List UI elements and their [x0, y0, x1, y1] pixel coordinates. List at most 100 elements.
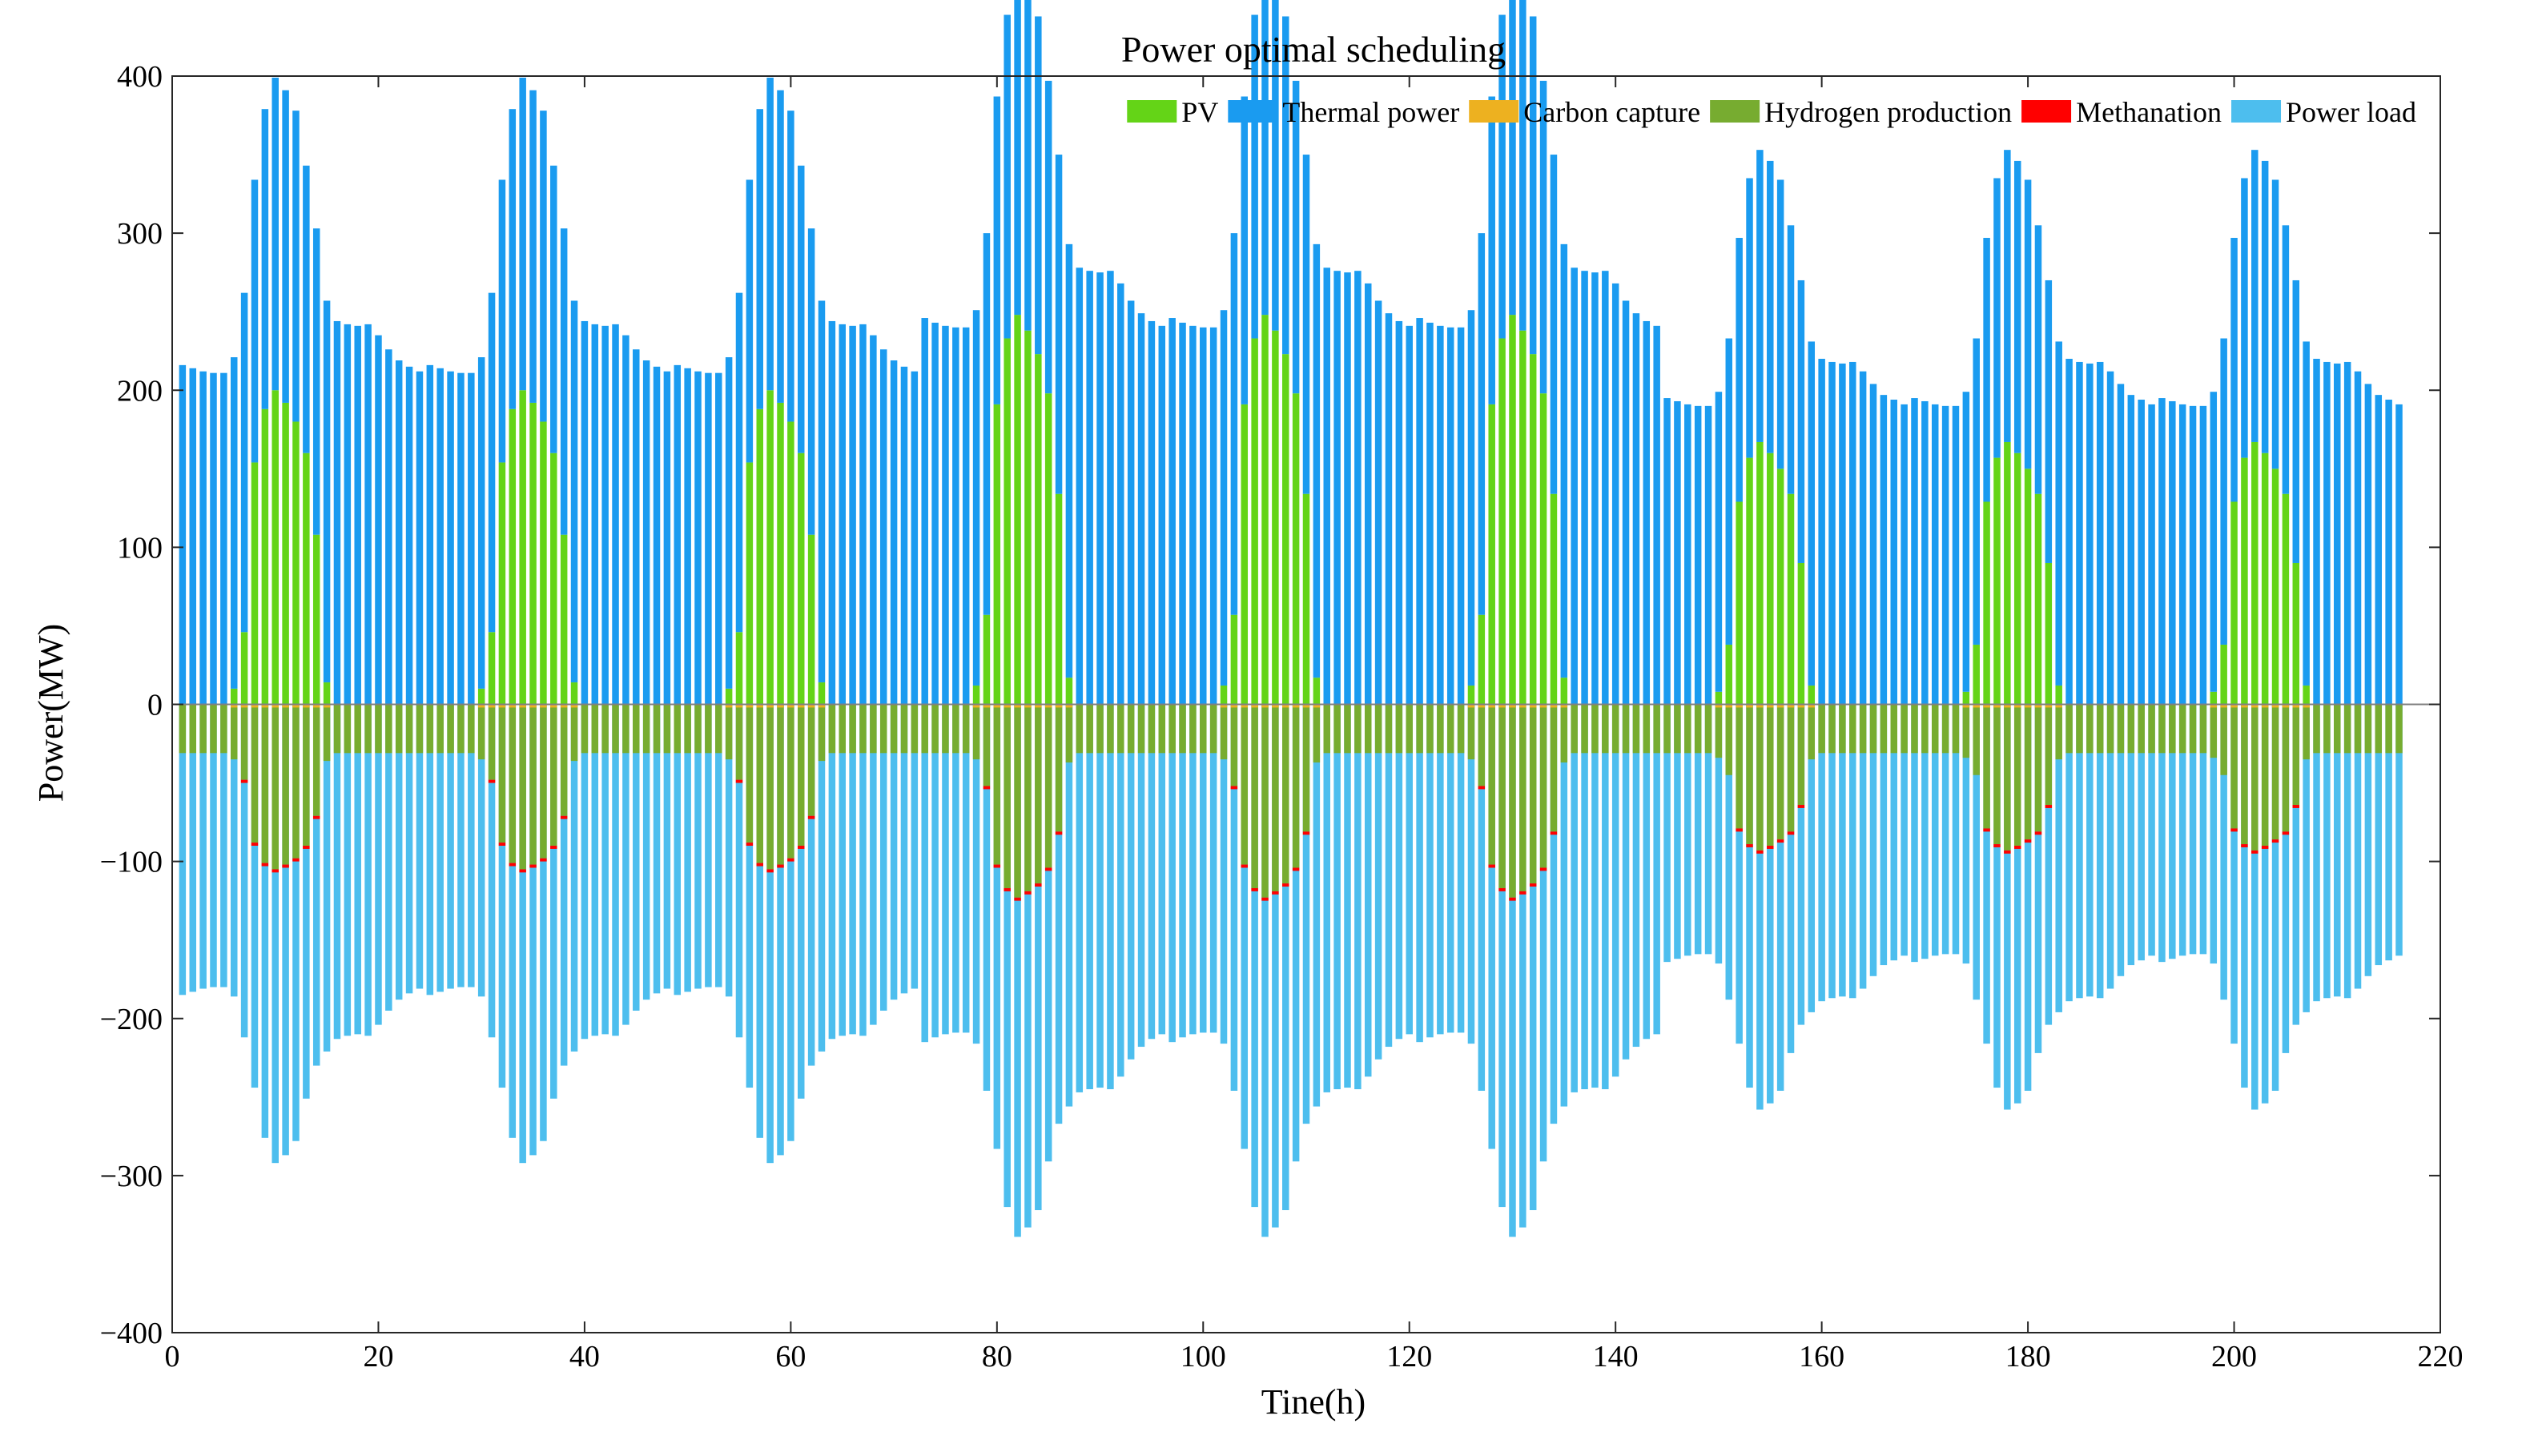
carbon-capture-bar	[2282, 704, 2290, 708]
methanation-bar	[1529, 883, 1537, 887]
methanation-bar	[488, 779, 496, 783]
hydrogen-production-bar	[1725, 704, 1733, 775]
power-load-bar	[2169, 704, 2176, 959]
hydrogen-production-bar	[2086, 704, 2094, 754]
thermal-power-bar	[1251, 14, 1258, 339]
thermal-power-bar	[581, 320, 589, 705]
hydrogen-production-bar	[2055, 704, 2062, 760]
methanation-bar	[1736, 828, 1743, 832]
carbon-capture-bar	[272, 704, 279, 708]
thermal-power-bar	[1622, 300, 1630, 705]
hydrogen-production-bar	[1065, 704, 1073, 763]
y-tick-label: 400	[117, 60, 163, 94]
power-load-bar	[1220, 704, 1228, 1044]
methanation-bar	[1539, 867, 1547, 871]
power-load-bar	[540, 704, 547, 1141]
carbon-capture-bar	[818, 704, 826, 708]
hydrogen-production-bar	[870, 704, 877, 754]
x-tick-label: 40	[569, 1340, 600, 1374]
hydrogen-production-bar	[405, 704, 413, 754]
hydrogen-production-bar	[282, 704, 289, 865]
thermal-power-bar	[550, 165, 557, 453]
power-load-bar	[2271, 704, 2279, 1091]
hydrogen-production-bar	[2045, 704, 2053, 806]
pv-bar	[519, 390, 526, 705]
pv-bar	[282, 402, 289, 705]
pv-bar	[1787, 493, 1795, 705]
hydrogen-production-bar	[1519, 704, 1526, 891]
thermal-power-bar	[1869, 384, 1877, 705]
hydrogen-production-bar	[900, 704, 908, 754]
thermal-power-bar	[1014, 0, 1021, 316]
pv-bar	[1529, 354, 1537, 705]
hydrogen-production-bar	[468, 704, 475, 754]
power-load-bar	[1374, 704, 1382, 1060]
hydrogen-production-bar	[694, 704, 702, 754]
hydrogen-production-bar	[2004, 704, 2011, 851]
hydrogen-production-bar	[261, 704, 269, 863]
carbon-capture-bar	[1004, 704, 1011, 708]
y-tick-label: 0	[147, 689, 163, 722]
power-load-bar	[601, 704, 609, 1035]
power-load-bar	[1035, 704, 1042, 1211]
thermal-power-bar	[2261, 160, 2269, 453]
hydrogen-production-bar	[1406, 704, 1413, 754]
power-load-bar	[1931, 704, 1939, 956]
pv-bar	[797, 452, 805, 705]
thermal-power-bar	[921, 318, 928, 705]
hydrogen-production-bar	[344, 704, 352, 754]
hydrogen-production-bar	[1581, 704, 1588, 754]
power-load-bar	[911, 704, 919, 989]
hydrogen-production-bar	[601, 704, 609, 754]
hydrogen-production-bar	[220, 704, 227, 754]
methanation-bar	[2024, 839, 2032, 843]
hydrogen-production-bar	[498, 704, 506, 843]
pv-bar	[1230, 614, 1238, 705]
power-load-bar	[1323, 704, 1330, 1092]
hydrogen-production-bar	[2364, 704, 2372, 754]
hydrogen-production-bar	[2271, 704, 2279, 840]
legend-label-carbon-capture: Carbon capture	[1523, 96, 1700, 128]
power-load-bar	[2158, 704, 2166, 963]
thermal-power-bar	[674, 364, 682, 705]
thermal-power-bar	[1076, 267, 1084, 705]
methanation-bar	[1230, 786, 1238, 790]
pv-bar	[261, 408, 269, 705]
power-load-bar	[323, 704, 331, 1052]
thermal-power-bar	[694, 371, 702, 705]
methanation-bar	[312, 815, 320, 819]
power-load-bar	[2323, 704, 2331, 999]
carbon-capture-bar	[807, 704, 815, 708]
power-load-bar	[1880, 704, 1888, 966]
thermal-power-bar	[2385, 400, 2392, 705]
power-load-bar	[766, 704, 774, 1164]
chart-title: Power optimal scheduling	[1121, 29, 1506, 70]
thermal-power-bar	[1488, 96, 1495, 404]
thermal-power-bar	[1736, 238, 1743, 502]
x-tick-label: 80	[982, 1340, 1012, 1374]
power-load-bar	[1509, 704, 1516, 1237]
carbon-capture-bar	[488, 704, 496, 708]
power-load-bar	[2303, 704, 2310, 1012]
pv-bar	[725, 688, 733, 705]
thermal-power-bar	[2024, 179, 2032, 469]
hydrogen-production-bar	[1880, 704, 1888, 754]
power-load-bar	[1344, 704, 1351, 1088]
power-load-bar	[426, 704, 434, 995]
carbon-capture-bar	[560, 704, 568, 708]
hydrogen-production-bar	[1148, 704, 1156, 754]
power-load-bar	[292, 704, 300, 1141]
thermal-power-bar	[1818, 359, 1825, 705]
hydrogen-production-bar	[1622, 704, 1630, 754]
thermal-power-bar	[972, 310, 980, 686]
thermal-power-bar	[828, 320, 836, 705]
power-load-bar	[2127, 704, 2135, 966]
thermal-power-bar	[1931, 404, 1939, 705]
power-load-bar	[2013, 704, 2021, 1104]
thermal-power-bar	[684, 368, 691, 705]
pv-bar	[1488, 404, 1495, 705]
thermal-power-bar	[477, 357, 485, 689]
thermal-power-bar	[2178, 404, 2186, 705]
hydrogen-production-bar	[519, 704, 526, 870]
methanation-bar	[1044, 867, 1052, 871]
